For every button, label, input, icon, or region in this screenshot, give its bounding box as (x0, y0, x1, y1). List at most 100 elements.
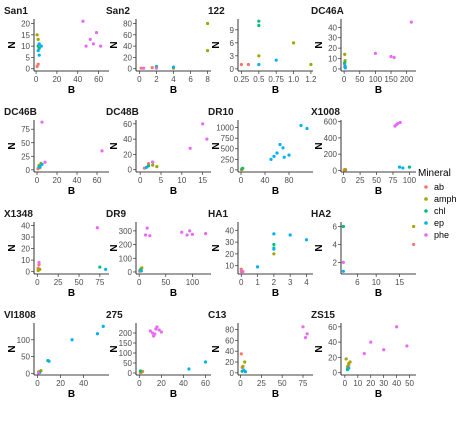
data-point-ep (401, 166, 405, 170)
data-point-ep (257, 62, 261, 67)
data-point-ep (144, 165, 149, 170)
data-point-ep (272, 154, 276, 158)
data-point-ep (203, 360, 208, 364)
data-point-chl (272, 242, 276, 247)
data-point-ep (347, 366, 351, 370)
x-tick-label: 0 (137, 278, 142, 287)
legend-key-ep (424, 221, 428, 225)
panel-background (341, 120, 416, 172)
y-tick-label: 40 (328, 338, 337, 347)
x-tick-label: 20 (157, 379, 166, 388)
data-point-ep (278, 142, 282, 147)
data-point-phe (145, 226, 149, 230)
data-point-chl (138, 369, 143, 373)
data-point-phe (159, 330, 163, 334)
data-point-ep (281, 146, 285, 150)
data-point-amph (272, 252, 276, 256)
data-point-ep (272, 232, 276, 236)
y-tick-label: 20 (328, 353, 337, 362)
y-axis-title: N (7, 345, 18, 352)
data-point-phe (100, 149, 104, 153)
x-tick-label: 25 (54, 278, 63, 287)
panel-title: DC48B (106, 107, 139, 118)
x-tick-label: 0 (342, 75, 347, 84)
legend-key-chl (424, 209, 428, 213)
y-tick-label: 50 (21, 353, 30, 362)
y-tick-label: 600 (324, 118, 338, 127)
data-point-ep (275, 151, 279, 155)
panel-background (136, 323, 211, 375)
data-point-phe (99, 44, 103, 48)
data-point-phe (398, 120, 402, 125)
data-point-amph (155, 165, 159, 169)
y-axis-title: N (314, 244, 325, 251)
x-tick-label: 0 (35, 278, 40, 287)
data-point-phe (88, 37, 92, 41)
y-tick-label: 60 (123, 120, 132, 129)
data-point-ep (47, 359, 51, 363)
data-point-ab (239, 62, 244, 67)
x-tick-label: 60 (93, 176, 102, 185)
x-tick-label: 60 (94, 75, 103, 84)
x-tick-label: 0 (238, 379, 243, 388)
data-point-phe (301, 325, 305, 329)
data-point-amph (36, 37, 40, 41)
x-tick-label: 40 (392, 379, 401, 388)
data-point-ep (38, 164, 42, 169)
y-tick-label: 200 (324, 150, 338, 159)
y-tick-label: 40 (21, 221, 30, 230)
data-point-phe (373, 51, 377, 55)
x-tick-label: 30 (379, 379, 388, 388)
panel-title: C13 (208, 310, 227, 321)
data-point-amph (309, 62, 313, 67)
y-tick-label: 9 (230, 26, 235, 35)
y-tick-label: 0 (333, 166, 338, 175)
x-tick-label: 15 (395, 278, 404, 287)
y-tick-label: 3 (230, 52, 235, 61)
y-tick-label: 500 (221, 145, 235, 154)
data-point-phe (142, 66, 146, 70)
panel-background (341, 19, 416, 71)
y-tick-label: 100 (119, 254, 133, 263)
data-point-phe (95, 226, 99, 230)
data-point-ep (101, 324, 105, 328)
y-tick-label: 6 (230, 39, 235, 48)
legend-label-ep: ep (434, 218, 444, 228)
data-point-phe (148, 234, 152, 238)
legend-key-phe (424, 233, 428, 237)
y-tick-label: 10 (328, 55, 337, 64)
x-axis-title: B (375, 288, 382, 299)
panel-title: DR9 (106, 209, 126, 220)
x-axis-title: B (272, 389, 279, 400)
data-point-ep (341, 269, 345, 273)
x-axis-title: B (375, 389, 382, 400)
panel-background (136, 222, 211, 274)
x-axis-title: B (68, 389, 75, 400)
data-point-ep (70, 338, 74, 342)
data-point-phe (94, 30, 99, 35)
data-point-phe (305, 332, 309, 336)
x-tick-label: 20 (56, 379, 65, 388)
x-axis-title: B (170, 288, 177, 299)
data-point-ab (37, 263, 41, 267)
data-point-phe (188, 229, 192, 233)
x-tick-label: 40 (179, 379, 188, 388)
panel-title: 122 (208, 6, 225, 17)
data-point-ep (36, 49, 40, 53)
y-tick-label: 20 (225, 358, 234, 367)
y-tick-label: 30 (328, 34, 337, 43)
data-point-ep (171, 65, 176, 69)
data-point-ep (343, 66, 347, 70)
y-axis-title: N (314, 41, 325, 48)
data-point-ab (239, 267, 243, 271)
y-tick-label: 750 (221, 134, 235, 143)
y-tick-label: 80 (225, 326, 234, 335)
y-tick-label: 0 (333, 65, 338, 74)
data-point-ep (287, 153, 291, 157)
x-tick-label: 1.2 (305, 75, 317, 84)
y-axis-title: N (314, 345, 325, 352)
x-tick-label: 25 (257, 379, 266, 388)
y-axis-title: N (7, 142, 18, 149)
data-point-ep (288, 233, 292, 237)
panel-title: 275 (106, 310, 123, 321)
